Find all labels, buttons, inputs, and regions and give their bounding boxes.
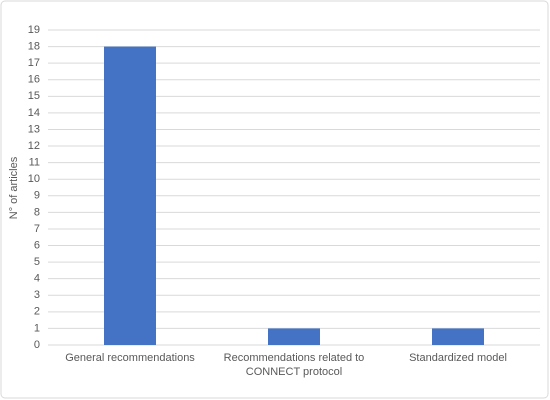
y-tick-label: 12 <box>28 140 40 152</box>
x-tick-label: Recommendations related to CONNECT proto… <box>223 352 365 378</box>
y-tick-label: 5 <box>34 256 40 268</box>
y-tick-label: 17 <box>28 57 40 69</box>
x-tick-label: General recommendations <box>65 352 195 364</box>
bar <box>268 328 320 345</box>
y-tick-label: 14 <box>28 107 40 119</box>
y-tick-label: 4 <box>34 273 40 285</box>
y-tick-label: 7 <box>34 223 40 235</box>
y-tick-label: 8 <box>34 206 40 218</box>
y-tick-label: 1 <box>34 322 40 334</box>
y-tick-label: 0 <box>34 339 40 351</box>
y-tick-label: 18 <box>28 40 40 52</box>
bar <box>104 46 156 345</box>
y-tick-label: 6 <box>34 239 40 251</box>
y-axis-label: N° of articles <box>8 156 20 219</box>
y-tick-label: 15 <box>28 90 40 102</box>
y-tick-label: 11 <box>29 157 40 169</box>
y-tick-label: 3 <box>34 289 40 301</box>
x-tick-label: Standardized model <box>409 352 507 364</box>
y-tick-label: 16 <box>28 74 40 86</box>
y-tick-label: 10 <box>28 173 40 185</box>
y-tick-label: 9 <box>34 190 40 202</box>
y-tick-label: 19 <box>28 24 40 36</box>
y-tick-label: 13 <box>28 123 40 135</box>
y-tick-label: 2 <box>34 306 40 318</box>
bar <box>432 328 484 345</box>
